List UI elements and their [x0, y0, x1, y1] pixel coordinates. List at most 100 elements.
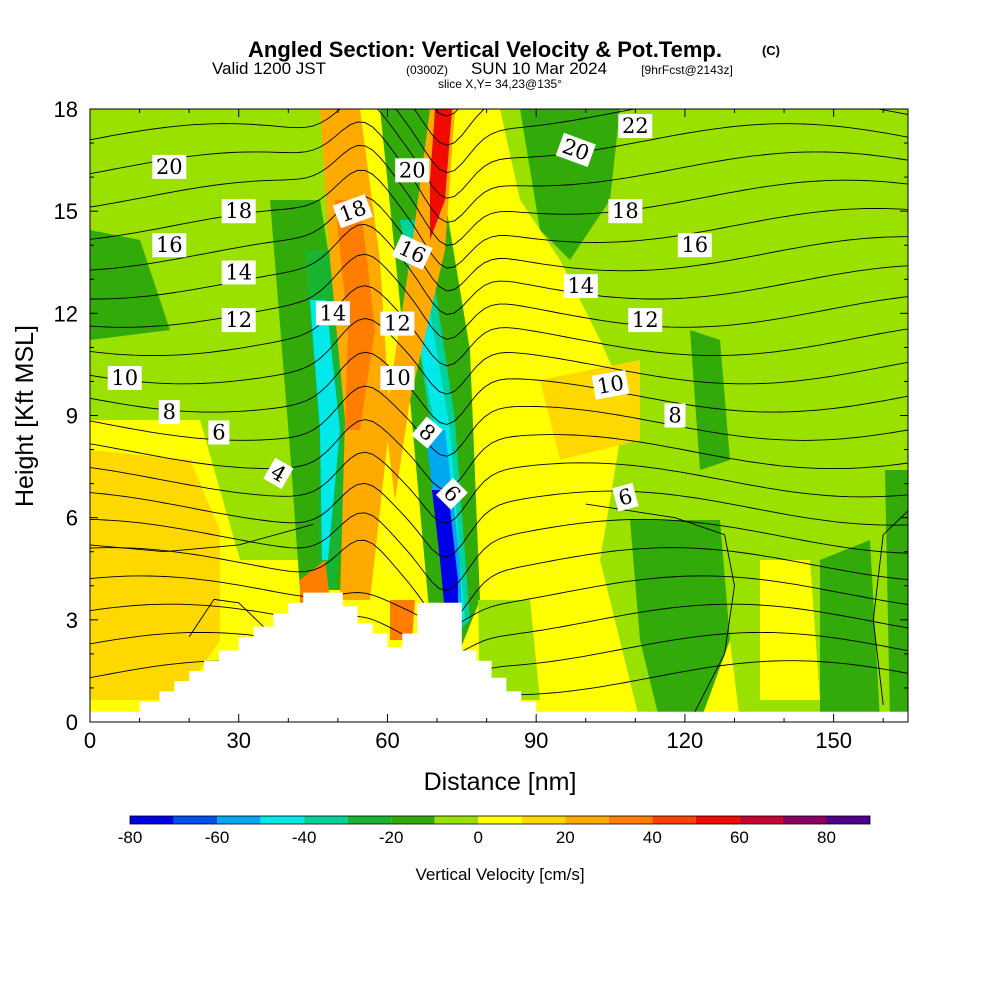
colorbar-swatch: [782, 816, 827, 824]
contour-label-box: [152, 154, 187, 179]
contour-label-box: [563, 274, 598, 299]
contour-label: 10: [591, 370, 630, 400]
colorbar-swatch: [565, 816, 609, 824]
contour-label-box: [107, 366, 142, 390]
colorbar-title: Vertical Velocity [cm/s]: [415, 865, 584, 884]
contour-label-text: 10: [595, 371, 625, 399]
contour-label: 6: [612, 482, 639, 512]
terrain: [90, 592, 908, 722]
contour-label: 8: [664, 403, 686, 428]
contour-label: 12: [221, 308, 256, 333]
isentrope-line: [90, 318, 908, 395]
contour-label-text: 10: [384, 366, 411, 390]
y-tick-label: 18: [54, 97, 78, 122]
contour-label: 14: [315, 301, 350, 326]
isentrope-line: [872, 510, 908, 706]
contour-label-text: 20: [156, 155, 183, 179]
x-tick-label: 150: [815, 728, 852, 753]
contour-label: 16: [152, 233, 187, 258]
x-tick-label: 30: [226, 728, 250, 753]
colorbar-tick-label: 20: [556, 828, 575, 847]
y-tick-label: 0: [66, 710, 78, 735]
plot-area: 2018161412108641814201612108622201816141…: [90, 109, 908, 722]
colorbar-swatch: [434, 816, 479, 824]
contour-label-text: 14: [225, 261, 252, 285]
field-region: [310, 300, 340, 560]
contour-label-box: [555, 132, 596, 167]
field-region: [430, 109, 452, 240]
contour-label: 20: [395, 158, 430, 183]
colorbar-tick-label: -40: [292, 828, 317, 847]
contour-label: 8: [158, 400, 180, 425]
colorbar-tick-label: -20: [379, 828, 404, 847]
field-region: [630, 520, 730, 722]
contour-label-box: [221, 308, 256, 333]
y-tick-label: 3: [66, 608, 78, 633]
isentrope-line: [90, 575, 908, 627]
contour-label-box: [608, 199, 643, 224]
slice-info: slice X,Y= 34,23@135°: [438, 77, 562, 91]
contour-label-text: 6: [616, 484, 635, 511]
contour-label-box: [435, 477, 468, 510]
contour-label-text: 8: [163, 400, 176, 424]
contour-label-text: 16: [681, 233, 708, 257]
forecast-info: [9hrFcst@2143z]: [641, 63, 733, 77]
title-units: (C): [762, 43, 780, 58]
contour-label-text: 14: [567, 274, 594, 298]
field-region: [885, 470, 908, 722]
colorbar-swatch: [304, 816, 348, 824]
contour-label: 10: [380, 366, 415, 390]
field-region: [478, 600, 540, 700]
isentrope-line: [90, 482, 908, 558]
contour-label: 10: [107, 366, 142, 390]
contour-label-text: 6: [212, 421, 225, 445]
contour-label-text: 8: [668, 404, 681, 428]
isentrope-line: [90, 285, 908, 367]
y-tick-label: 9: [66, 404, 78, 429]
colorbar-swatch: [521, 816, 566, 824]
y-tick-label: 12: [54, 301, 78, 326]
colorbar-tick-label: -60: [205, 828, 230, 847]
x-tick-label: 60: [375, 728, 399, 753]
terrain-profile: [90, 592, 908, 722]
contour-label: 16: [677, 233, 712, 258]
x-axis-label: Distance [nm]: [424, 768, 577, 796]
colorbar-swatch: [173, 816, 218, 824]
field-region: [432, 490, 458, 625]
isentrope-line: [90, 539, 908, 624]
contour-label-text: 12: [632, 308, 659, 332]
isentrope-line: [90, 145, 908, 246]
isentrope-line: [90, 603, 908, 656]
isentrope-line: [90, 631, 908, 683]
contour-label-box: [221, 260, 256, 285]
contour-label-box: [391, 233, 433, 271]
colorbar-tick-label: 40: [643, 828, 662, 847]
contour-label-box: [332, 194, 373, 229]
contour-label-text: 18: [225, 199, 252, 223]
contour-label: 12: [380, 311, 415, 336]
field-region: [335, 200, 375, 430]
colorbar-tick-label: -80: [118, 828, 143, 847]
colorbar-swatch: [826, 816, 870, 824]
valid-date: SUN 10 Mar 2024: [471, 59, 607, 78]
colorbar-swatch: [652, 816, 696, 824]
contour-label-text: 14: [320, 301, 347, 325]
contour-label-box: [152, 233, 187, 258]
contour-label: 4: [263, 457, 294, 490]
y-tick-label: 6: [66, 506, 78, 531]
isentrope-line: [188, 598, 264, 638]
colorbar-swatch: [217, 816, 261, 824]
field-region: [760, 560, 820, 700]
colorbar: -80 -60 -40 -20 0 20 40 60 80: [118, 815, 871, 847]
valid-prefix: Valid 1200 JST: [212, 59, 326, 78]
contour-label-text: 16: [156, 233, 183, 257]
contour-label-box: [612, 482, 639, 512]
contour-label-text: 18: [612, 199, 639, 223]
colorbar-swatch: [695, 816, 740, 824]
contour-label-box: [263, 457, 294, 490]
chart-subtitle: Valid 1200 JST (0300Z) SUN 10 Mar 2024 […: [212, 59, 733, 91]
contour-label-box: [380, 311, 415, 336]
contour-label-box: [411, 416, 443, 449]
colorbar-swatch: [130, 816, 174, 824]
colorbar-swatch: [478, 816, 522, 824]
